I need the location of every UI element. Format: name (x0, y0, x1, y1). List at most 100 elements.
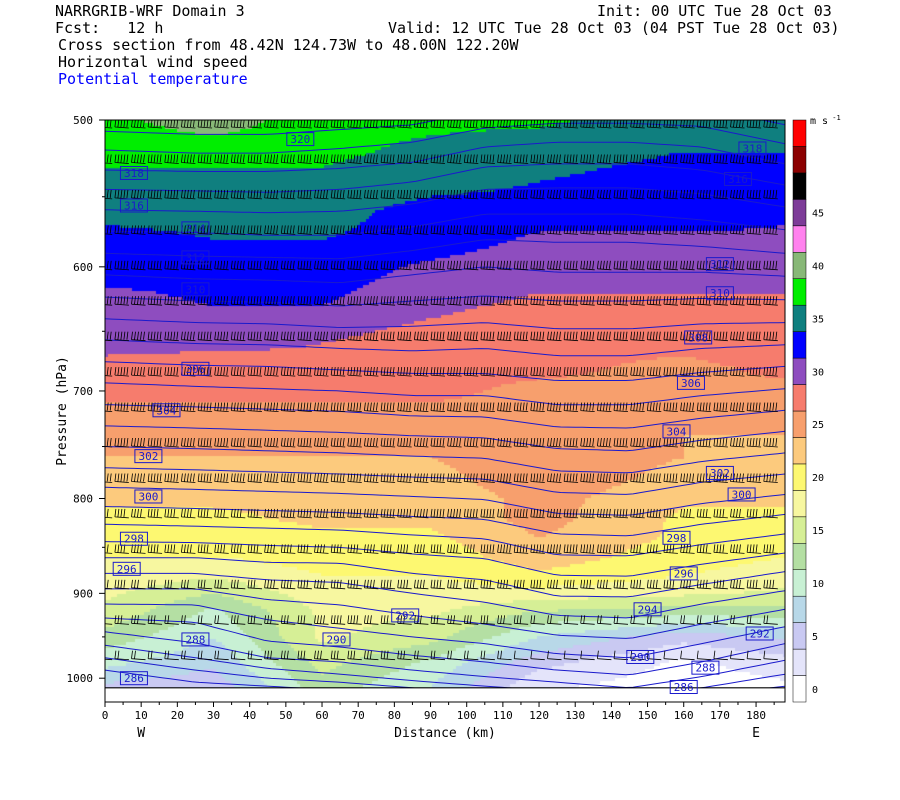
wind-barb (480, 508, 495, 519)
wind-barb (314, 437, 329, 448)
wind-barb (147, 189, 163, 200)
wind-barb (247, 189, 263, 200)
wind-barb (164, 402, 179, 412)
wind-barb (447, 225, 462, 235)
wind-barb (164, 508, 179, 519)
theta-label-box (705, 257, 734, 272)
wind-barb (547, 331, 562, 342)
x-tick-label: 170 (710, 709, 730, 722)
theta-label: 290 (630, 651, 650, 664)
wind-barb (314, 615, 329, 625)
colorbar-swatch (792, 569, 807, 597)
colorbar-swatch (792, 516, 807, 544)
wind-barb (347, 120, 362, 129)
wind-barb (347, 437, 362, 448)
wind-barb (613, 579, 629, 590)
wind-barb (314, 260, 329, 271)
wind-barb (663, 402, 678, 412)
wind-barb (696, 296, 712, 306)
wind-barb (131, 650, 146, 661)
wind-barb (746, 650, 762, 661)
wind-barb (713, 437, 728, 448)
wind-barb (197, 154, 213, 164)
wind-barb (414, 508, 429, 519)
wind-barb (680, 544, 695, 554)
wind-barb (730, 367, 745, 377)
wind-barb (330, 402, 346, 412)
wind-barb (280, 544, 296, 554)
y-tick-label: 600 (73, 261, 93, 274)
wind-barb (530, 367, 545, 377)
wind-barb (214, 473, 229, 483)
terrain-fill (105, 687, 785, 702)
wind-barb (597, 544, 612, 554)
wind-barb (763, 650, 778, 661)
x-tick-label: 140 (601, 709, 621, 722)
theta-label: 312 (185, 251, 205, 264)
wind-barb (530, 120, 545, 129)
wind-barb (380, 508, 396, 519)
theta-label-box (134, 489, 163, 504)
wind-barb (364, 508, 379, 519)
wind-barb (497, 120, 512, 129)
wind-barb (730, 154, 745, 164)
wind-barb (463, 189, 479, 200)
wind-barb (663, 296, 678, 306)
wind-barb (230, 615, 246, 625)
wind-barb (680, 402, 695, 412)
wind-barb (730, 225, 745, 235)
wind-barb (563, 367, 579, 377)
wind-barb (597, 615, 612, 625)
wind-barb (214, 402, 229, 412)
wind-barb (746, 189, 762, 200)
wind-barb (114, 402, 129, 412)
wind-barb (247, 120, 263, 129)
wind-barb (763, 437, 778, 448)
wind-barb (197, 296, 213, 306)
wind-barb (713, 189, 728, 200)
wind-barb (181, 331, 196, 342)
wind-barb (713, 473, 728, 483)
wind-barb (164, 579, 179, 590)
colorbar-swatch (792, 304, 807, 332)
wind-barb (530, 615, 545, 625)
wind-barb (131, 615, 146, 625)
wind-barb (414, 120, 429, 129)
wind-barb (197, 508, 213, 519)
wind-barb (547, 402, 562, 412)
wind-barb (547, 473, 562, 483)
wind-barb (630, 579, 645, 590)
wind-barb (463, 615, 479, 625)
wind-barb (364, 120, 379, 129)
wind-barb (397, 579, 412, 590)
wind-barb (297, 615, 312, 625)
wind-barb (264, 615, 279, 625)
wind-barb (713, 579, 728, 590)
wind-barb (646, 225, 662, 235)
wind-barb (513, 154, 529, 164)
wind-barb (247, 544, 263, 554)
y-tick-label: 1000 (67, 672, 94, 685)
wind-barb (414, 331, 429, 342)
theta-label: 290 (327, 633, 347, 646)
theta-label: 310 (710, 287, 730, 300)
wind-barb (280, 650, 296, 661)
colorbar-swatch (792, 199, 807, 227)
colorbar-swatch (792, 543, 807, 570)
wind-barb (430, 402, 446, 412)
wind-barb (131, 260, 146, 271)
wind-barb (347, 402, 362, 412)
wind-barb (696, 650, 712, 661)
wind-barb (430, 508, 446, 519)
colorbar-swatch (792, 675, 807, 703)
x-tick-label: 20 (171, 709, 184, 722)
wind-barb (230, 367, 246, 377)
wind-barb (147, 367, 163, 377)
wind-barb (730, 615, 745, 625)
wind-barb (280, 579, 296, 590)
theta-contour-295 (105, 541, 785, 577)
wind-barb (297, 508, 312, 519)
wind-barb (463, 367, 479, 377)
wind-barb (330, 615, 346, 625)
wind-barb (746, 120, 762, 129)
